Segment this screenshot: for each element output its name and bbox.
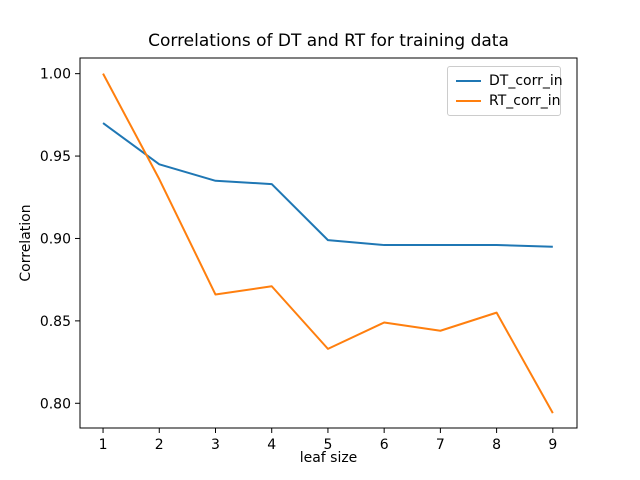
x-tick-label: 4 xyxy=(267,437,276,453)
x-tick-label: 2 xyxy=(155,437,164,453)
x-tick-label: 1 xyxy=(99,437,108,453)
legend-line-swatch xyxy=(456,80,481,82)
series-line-RT_corr_in xyxy=(102,73,554,414)
chart-title: Correlations of DT and RT for training d… xyxy=(148,31,509,51)
x-tick-label: 6 xyxy=(380,437,389,453)
legend-line-swatch xyxy=(456,100,481,102)
x-tick-label: 9 xyxy=(548,437,557,453)
x-tick-label: 7 xyxy=(436,437,445,453)
y-tick-label: 0.95 xyxy=(40,149,71,165)
legend-label: RT_corr_in xyxy=(489,93,561,109)
y-tick-label: 1.00 xyxy=(40,67,71,83)
y-tick-label: 0.85 xyxy=(40,314,71,330)
x-axis-label: leaf size xyxy=(299,450,358,466)
x-tick-label: 3 xyxy=(211,437,220,453)
series-line-DT_corr_in xyxy=(102,122,553,248)
y-tick-label: 0.80 xyxy=(40,396,71,412)
legend: DT_corr_in RT_corr_in xyxy=(447,66,563,116)
y-axis-label: Correlation xyxy=(18,204,34,282)
legend-entry-RT_corr_in: RT_corr_in xyxy=(456,91,561,111)
legend-entry-DT_corr_in: DT_corr_in xyxy=(456,71,563,91)
y-tick-label: 0.90 xyxy=(40,231,71,247)
legend-label: DT_corr_in xyxy=(489,73,563,89)
x-tick-label: 8 xyxy=(492,437,501,453)
axes-frame xyxy=(79,57,578,429)
x-tick-label: 5 xyxy=(323,437,332,453)
